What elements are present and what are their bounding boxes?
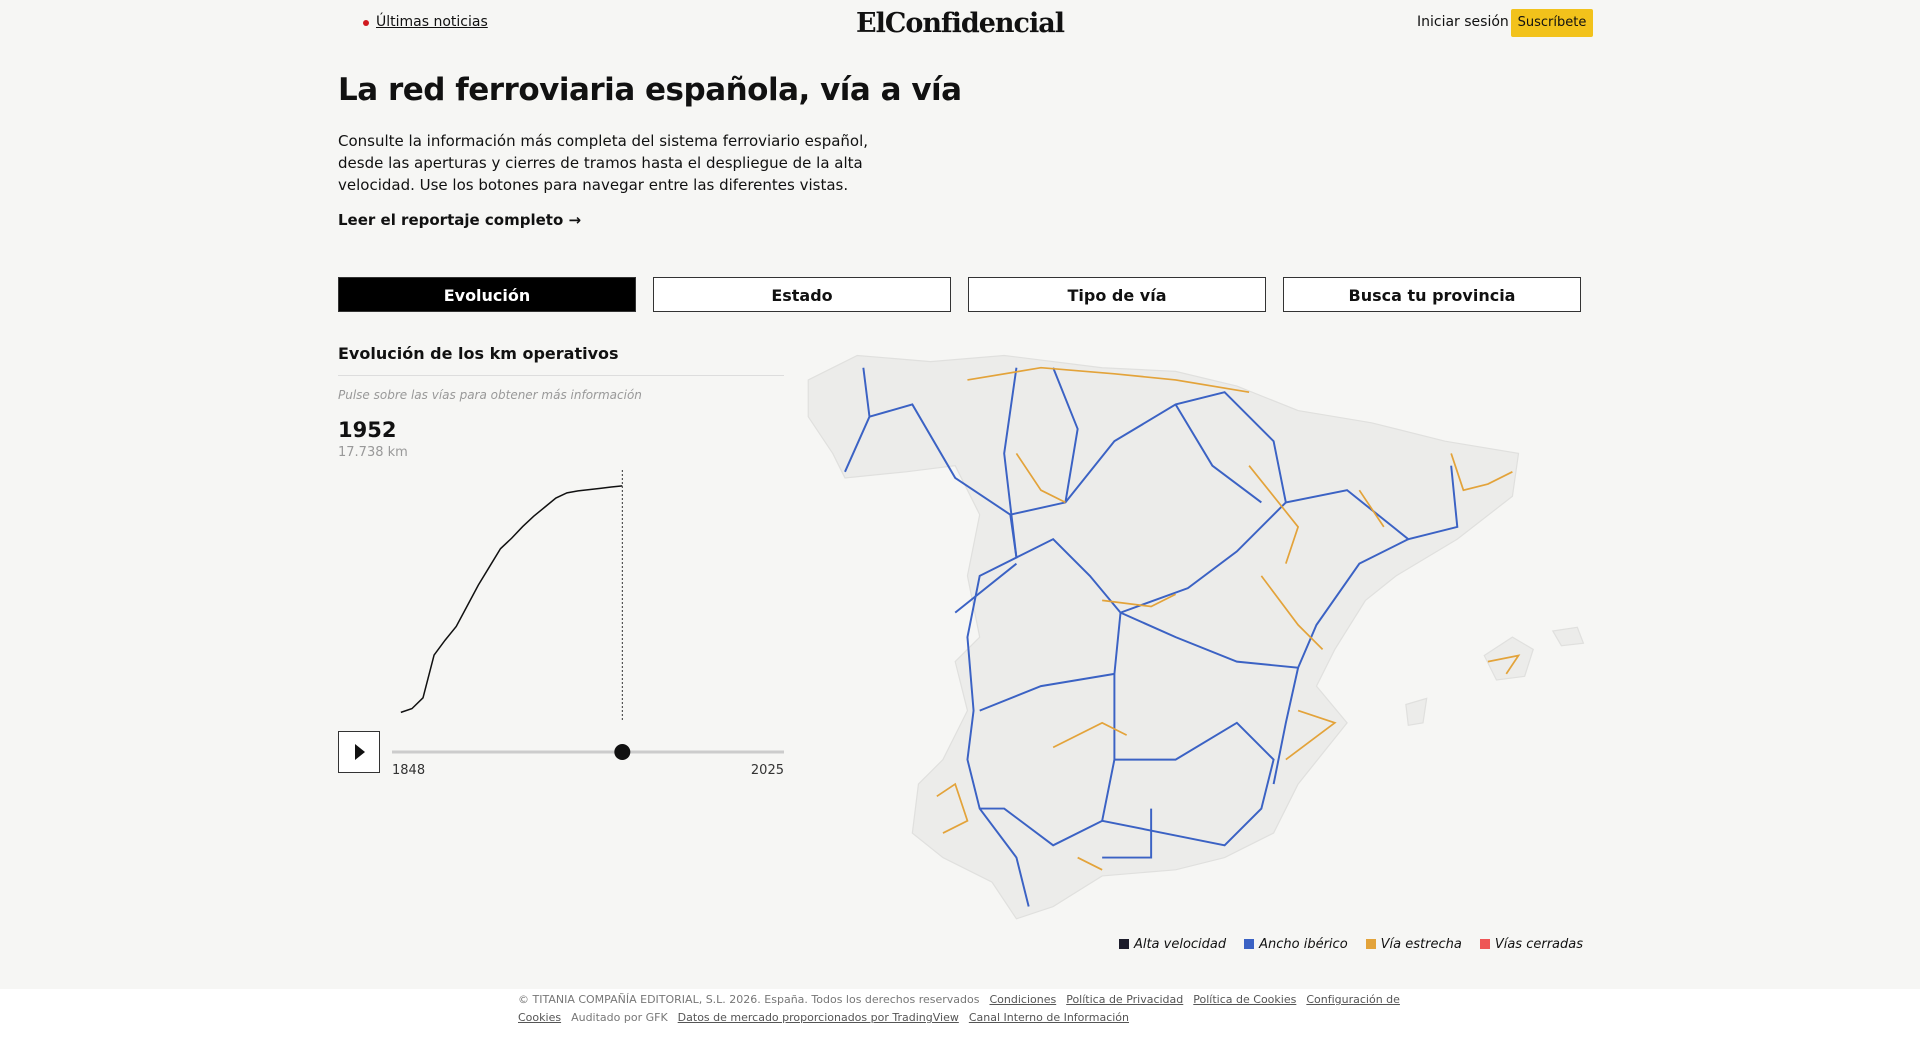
land — [807, 354, 1585, 920]
current-year: 1952 — [338, 418, 397, 442]
legend-item: Vías cerradas — [1479, 937, 1583, 952]
divider — [338, 375, 784, 376]
chart-hint: Pulse sobre las vías para obtener más in… — [338, 388, 642, 402]
latest-news-link[interactable]: Últimas noticias — [376, 14, 488, 30]
play-icon — [355, 744, 365, 760]
legend-swatch — [1365, 939, 1376, 949]
tab[interactable]: Evolución — [338, 277, 636, 312]
data-line — [400, 485, 623, 714]
footer-link[interactable]: Canal Interno de Información — [968, 1011, 1129, 1024]
slider-label: 1848 — [392, 763, 425, 778]
read-more-link[interactable]: Leer el reportaje completo → — [338, 211, 582, 229]
tab[interactable]: Busca tu provincia — [1283, 277, 1581, 312]
intro-text: Consulte la información más completa del… — [338, 132, 869, 194]
footer-copyright: © TITANIA COMPAÑÍA EDITORIAL, S.L. 2026.… — [518, 993, 980, 1006]
narrow-lines — [936, 366, 1521, 871]
chart: 1848 2025 — [338, 470, 784, 778]
legend-label: Alta velocidad — [1133, 937, 1227, 952]
current-km: 17.738 km — [338, 445, 408, 460]
slider-label: 2025 — [751, 763, 784, 778]
legend-swatch — [1244, 939, 1255, 949]
tab[interactable]: Estado — [653, 277, 951, 312]
logo[interactable]: ElConfidencial — [856, 8, 1065, 39]
footer-audit: Auditado por GFK — [571, 1011, 668, 1024]
footer-link[interactable]: Política de Privacidad — [1066, 993, 1184, 1006]
page-title: La red ferroviaria española, vía a vía — [338, 72, 962, 108]
tab[interactable]: Tipo de vía — [968, 277, 1266, 312]
footer-link[interactable]: Configuración de Cookies — [518, 993, 1400, 1024]
footer-link[interactable]: Política de Cookies — [1193, 993, 1297, 1006]
legend-item: Alta velocidad — [1118, 937, 1227, 952]
login-link[interactable]: Iniciar sesión — [1417, 14, 1509, 30]
legend-label: Vía estrecha — [1380, 937, 1462, 952]
footer — [0, 989, 1920, 1046]
slider-knob — [614, 744, 631, 760]
legend-label: Ancho ibérico — [1259, 937, 1348, 952]
legend-swatch — [1479, 939, 1490, 949]
legend: Alta velocidad Ancho ibérico Vía estrecha V… — [1118, 937, 1583, 952]
live-dot — [363, 20, 369, 26]
legend-swatch — [1118, 939, 1129, 949]
legend-item: Vía estrecha — [1365, 937, 1462, 952]
subscribe-button[interactable]: Suscríbete — [1511, 9, 1593, 37]
footer-link[interactable]: Datos de mercado proporcionados por Trad… — [677, 1011, 959, 1024]
rail-lines — [844, 367, 1459, 907]
footer-text: © TITANIA COMPAÑÍA EDITORIAL, S.L. 2026.… — [518, 991, 1418, 1027]
chart-title: Evolución de los km operativos — [338, 344, 619, 363]
read-more-text: Leer el reportaje completo — [338, 211, 564, 229]
rail-map[interactable] — [796, 337, 1592, 925]
legend-item: Ancho ibérico — [1244, 937, 1348, 952]
footer-link[interactable]: Condiciones — [989, 993, 1057, 1006]
legend-label: Vías cerradas — [1494, 937, 1583, 952]
